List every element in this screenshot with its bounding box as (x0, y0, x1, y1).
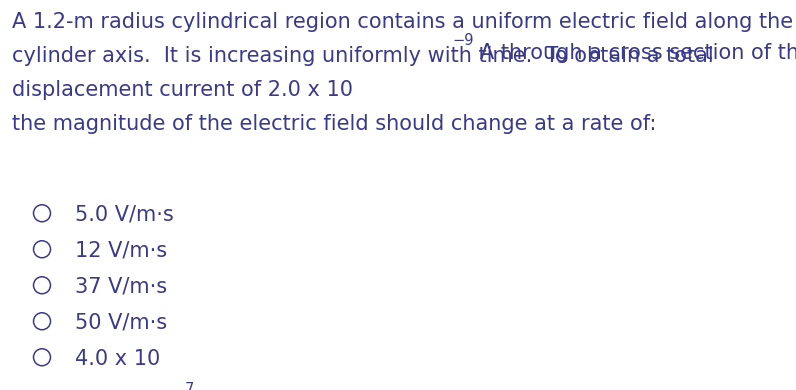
Text: 50 V/m·s: 50 V/m·s (75, 313, 167, 333)
Text: A 1.2-m radius cylindrical region contains a uniform electric field along the: A 1.2-m radius cylindrical region contai… (12, 12, 793, 32)
Text: 7: 7 (185, 382, 194, 390)
Text: cylinder axis.  It is increasing uniformly with time.  To obtain a total: cylinder axis. It is increasing uniforml… (12, 46, 714, 66)
Text: −9: −9 (452, 33, 474, 48)
Text: 4.0 x 10: 4.0 x 10 (75, 349, 160, 369)
Text: displacement current of 2.0 x 10: displacement current of 2.0 x 10 (12, 80, 353, 100)
Text: 12 V/m·s: 12 V/m·s (75, 241, 167, 261)
Text: 5.0 V/m·s: 5.0 V/m·s (75, 205, 174, 225)
Text: A through a cross section of the region,: A through a cross section of the region, (480, 43, 796, 63)
Text: 37 V/m·s: 37 V/m·s (75, 277, 167, 297)
Text: the magnitude of the electric field should change at a rate of:: the magnitude of the electric field shou… (12, 114, 657, 134)
